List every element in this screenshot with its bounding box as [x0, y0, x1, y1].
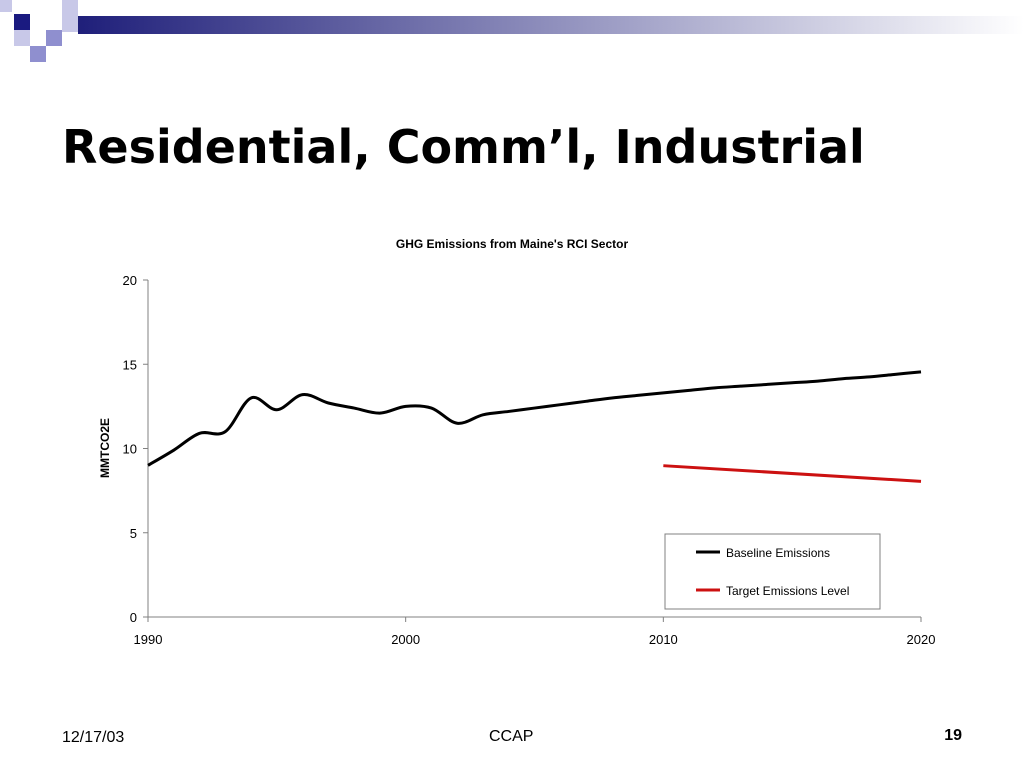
- x-ticks: 1990 2000 2010 2020: [134, 617, 936, 647]
- x-tick-label: 1990: [134, 632, 163, 647]
- title-banner: [78, 16, 1024, 34]
- y-tick-label: 20: [123, 273, 137, 288]
- deco-square: [30, 46, 46, 62]
- page-number: 19: [944, 727, 962, 744]
- deco-square: [14, 30, 30, 46]
- series-layer: [147, 370, 922, 483]
- series-line-target: [663, 464, 922, 483]
- y-axis-label: MMTCO2E: [98, 418, 112, 478]
- deco-square: [14, 14, 30, 30]
- y-tick-label: 5: [130, 526, 137, 541]
- y-tick-label: 10: [123, 442, 137, 457]
- series-line-baseline: [147, 370, 922, 467]
- deco-square: [62, 16, 78, 32]
- y-tick-label: 15: [123, 357, 137, 372]
- chart-title: GHG Emissions from Maine's RCI Sector: [396, 237, 629, 251]
- y-ticks: 0 5 10 15 20: [123, 273, 148, 625]
- y-tick-label: 0: [130, 610, 137, 625]
- x-tick-label: 2020: [907, 632, 936, 647]
- x-tick-label: 2000: [391, 632, 420, 647]
- decorative-squares: [0, 0, 78, 62]
- footer-organization: CCAP: [489, 728, 534, 745]
- legend-box: [664, 533, 881, 610]
- chart-legend: Baseline Emissions Target Emissions Leve…: [664, 533, 881, 610]
- banner-gradient-bar: [78, 16, 1024, 34]
- slide-title: Residential, Comm’l, Industrial: [62, 120, 865, 174]
- footer-date: 12/17/03: [62, 729, 125, 746]
- deco-square: [62, 0, 78, 16]
- deco-square: [0, 0, 12, 12]
- deco-square: [46, 30, 62, 46]
- x-tick-label: 2010: [649, 632, 678, 647]
- legend-label-target: Target Emissions Level: [726, 584, 849, 598]
- legend-label-baseline: Baseline Emissions: [726, 546, 830, 560]
